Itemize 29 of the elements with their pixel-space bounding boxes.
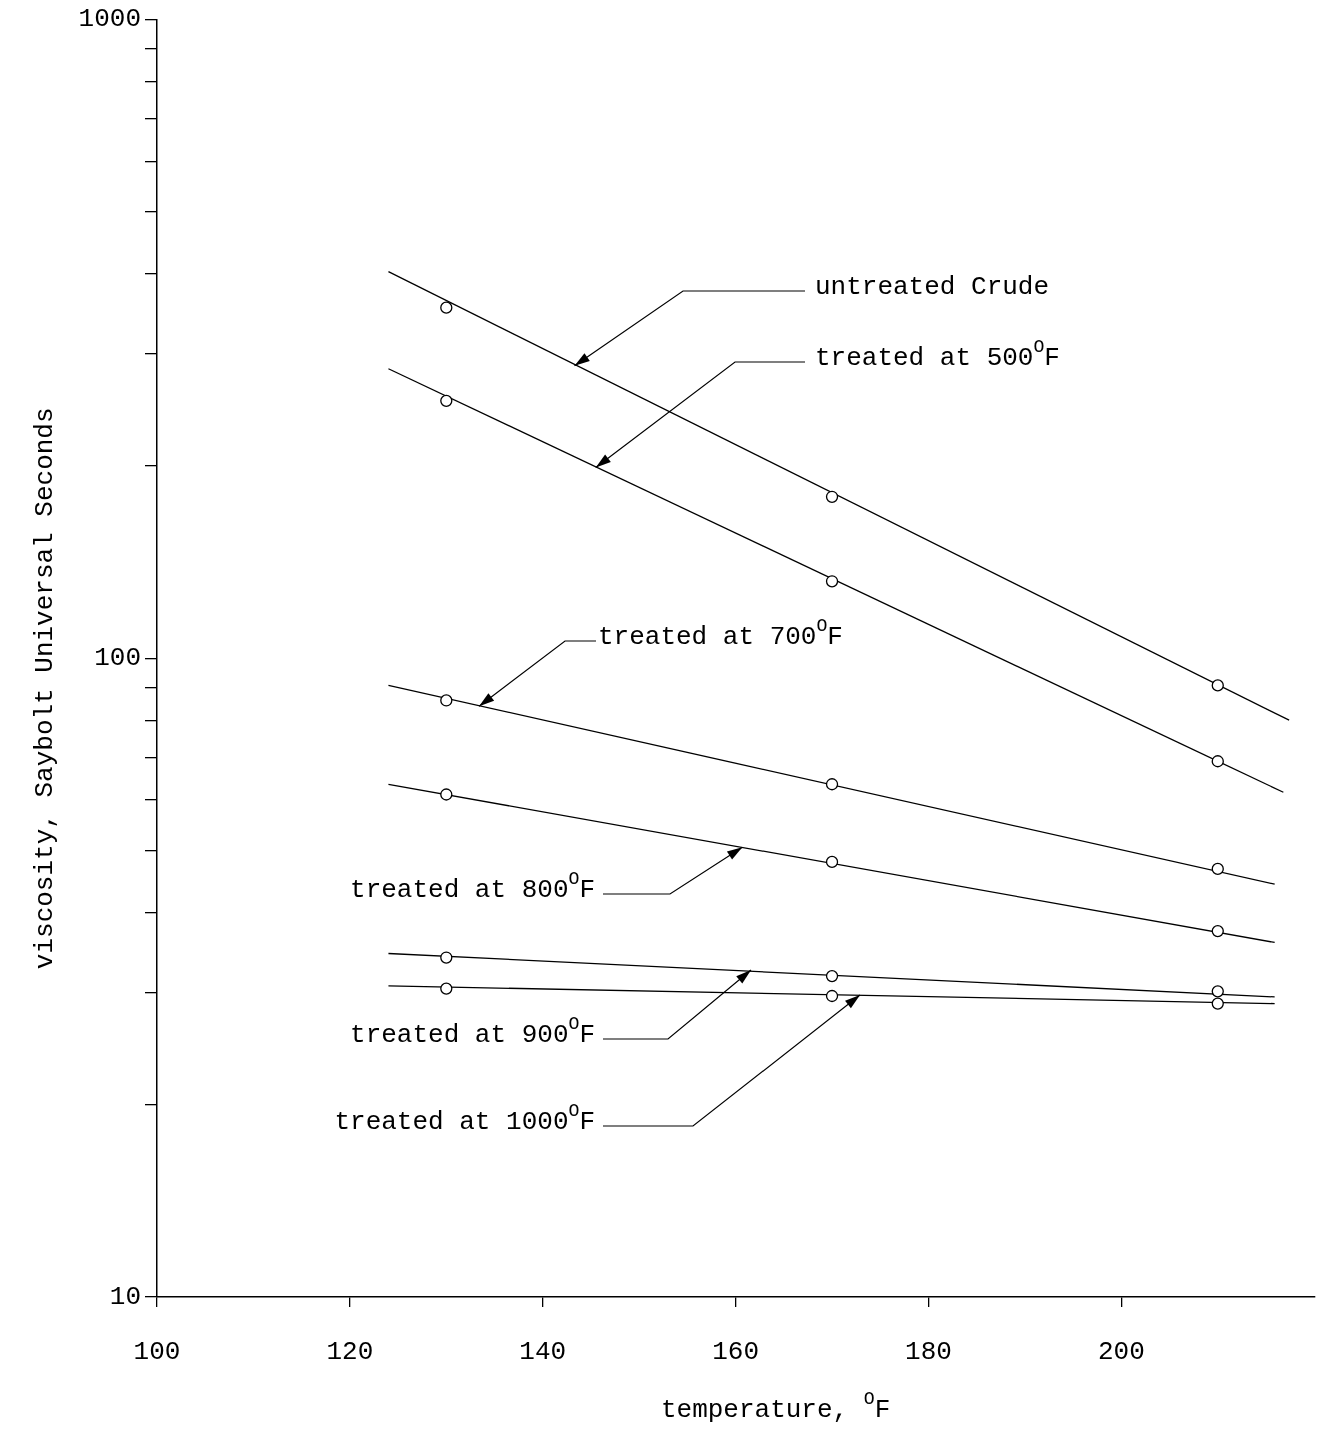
y-tick-label: 100 <box>94 643 141 674</box>
y-tick-label: 10 <box>109 1281 141 1312</box>
point <box>1211 997 1224 1010</box>
point <box>1211 924 1224 938</box>
x-tick-label: 200 <box>1097 1337 1145 1368</box>
point <box>1211 985 1224 998</box>
point <box>825 989 839 1003</box>
annotation: untreated Crude <box>815 271 1050 302</box>
point <box>1211 862 1224 876</box>
point <box>825 855 839 869</box>
point <box>825 778 839 791</box>
point <box>440 301 453 314</box>
point <box>1211 755 1224 768</box>
point <box>440 394 453 407</box>
point <box>825 969 839 983</box>
point <box>825 490 839 503</box>
point <box>440 982 453 995</box>
x-tick-label: 100 <box>133 1337 181 1368</box>
y-axis-title: viscosity, Saybolt Universal Seconds <box>29 407 60 970</box>
point <box>440 788 453 801</box>
point <box>440 694 453 707</box>
point <box>440 951 453 964</box>
point <box>1211 679 1224 692</box>
x-tick-label: 120 <box>326 1337 374 1368</box>
x-tick-label: 160 <box>712 1337 760 1368</box>
x-tick-label: 180 <box>905 1337 952 1368</box>
point <box>825 575 839 588</box>
y-tick-label: 1000 <box>78 4 141 35</box>
x-tick-label: 140 <box>519 1337 567 1368</box>
